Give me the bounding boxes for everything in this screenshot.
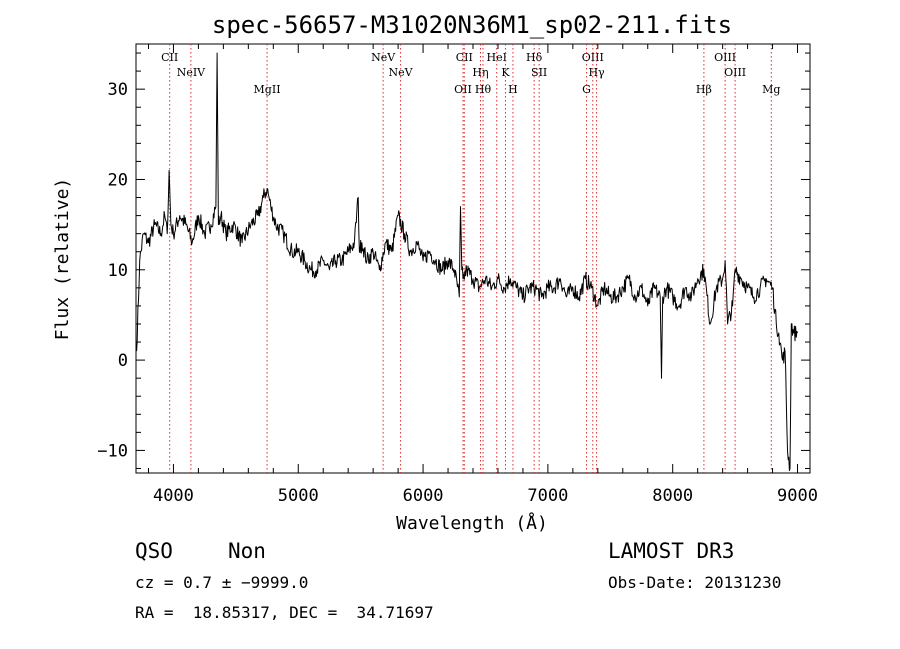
y-tick-label: −10 [97,441,128,461]
spectral-line-label: MgII [254,83,281,96]
spectral-line-label: Hθ [475,83,492,96]
spectral-line-label: OIII [714,51,736,64]
spectral-line-label: Hδ [526,51,543,64]
plot-frame [135,43,811,474]
spectral-line-label: CII [456,51,473,64]
spectral-line-label: OIII [582,51,604,64]
y-tick-label: 20 [108,170,128,190]
spectral-line-label: Hγ [588,66,605,79]
spectral-line-label: NeV [389,66,414,79]
spectral-line-label: OII [454,83,472,96]
y-axis-label: Flux (relative) [52,178,73,341]
subclass-label: Non [228,539,266,563]
y-tick-label: 0 [118,351,128,371]
spectral-line-label: NeIV [177,66,206,79]
spectral-line-label: NeV [371,51,396,64]
release-label: LAMOST DR3 [608,539,735,563]
spectral-line-label: Hβ [696,83,712,96]
x-tick-label: 4000 [153,486,194,506]
redshift-label: cz = 0.7 ± −9999.0 [135,573,309,592]
flux-series-line [136,52,798,472]
spectral-line-label: OIII [724,66,746,79]
spectral-line-label: Mg [762,83,780,96]
x-axis-label: Wavelength (Å) [396,512,548,534]
spectral-line-label: G [582,83,591,96]
class-label: QSO [135,539,173,563]
spectral-line-label: HeI [486,51,506,64]
spectral-line-label: Hη [472,66,488,79]
spectral-line-label: SII [531,66,547,79]
x-tick-label: 5000 [278,486,319,506]
coordinates-label: RA = 18.85317, DEC = 34.71697 [135,603,434,622]
x-tick-label: 9000 [777,486,818,506]
obs-date-label: Obs-Date: 20131230 [608,573,782,592]
spectral-line-label: K [501,66,510,79]
spectral-line-label: H [508,83,518,96]
y-tick-label: 10 [108,261,128,281]
spectral-line-label: CII [161,51,178,64]
x-tick-label: 6000 [403,486,444,506]
x-tick-label: 8000 [652,486,693,506]
x-tick-label: 7000 [527,486,568,506]
chart-title: spec-56657-M31020N36M1_sp02-211.fits [212,11,732,39]
y-tick-label: 30 [108,80,128,100]
